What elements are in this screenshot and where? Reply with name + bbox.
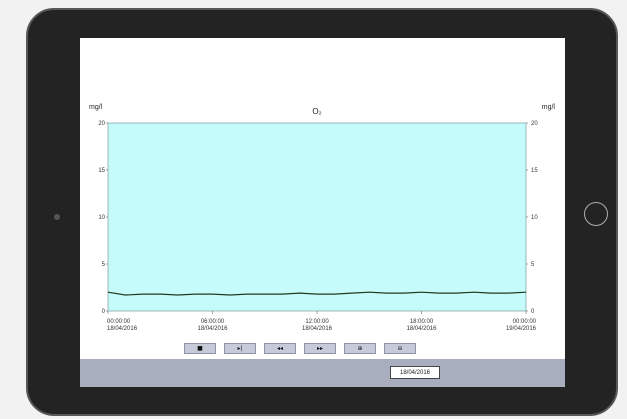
o2-series-line <box>107 291 527 296</box>
fast-forward-button[interactable]: ▸▸ <box>304 343 336 354</box>
footer-bar: 18/04/2016 <box>80 359 565 387</box>
step-forward-button[interactable]: ▸| <box>224 343 256 354</box>
y-tick-label-right: 20 <box>531 121 538 127</box>
x-tick-time-label: 00:00:00 <box>107 319 131 325</box>
camera-icon <box>54 214 60 220</box>
playback-controls: ■ ▸| ◂◂ ▸▸ ⊕ ⊖ <box>184 343 416 354</box>
y-tick-label-left: 15 <box>98 168 105 174</box>
x-tick-time-label: 06:00:00 <box>201 319 225 325</box>
y-unit-left: mg/l <box>89 104 103 111</box>
y-tick-label-left: 20 <box>98 121 105 127</box>
rewind-button[interactable]: ◂◂ <box>264 343 296 354</box>
y-tick-label-right: 0 <box>531 309 535 315</box>
tablet-screen: O₂ mg/l mg/l 0 5 10 15 20 0 5 10 15 20 00:00:00 1… <box>80 38 565 387</box>
x-tick-time-label: 18:00:00 <box>410 319 434 325</box>
home-button[interactable] <box>584 202 608 226</box>
y-tick-label-left: 0 <box>102 309 106 315</box>
date-field[interactable]: 18/04/2016 <box>390 366 440 379</box>
y-tick-label-right: 10 <box>531 215 538 221</box>
zoom-out-icon: ⊖ <box>397 344 403 352</box>
y-tick-label-right: 15 <box>531 168 538 174</box>
y-tick-label-left: 10 <box>98 215 105 221</box>
x-tick-date-label: 18/04/2016 <box>302 326 333 332</box>
zoom-in-icon: ⊕ <box>357 344 363 352</box>
x-tick-time-label: 12:00:00 <box>305 319 329 325</box>
step-forward-icon: ▸| <box>237 344 243 352</box>
x-tick-date-label: 18/04/2016 <box>406 326 437 332</box>
y-unit-right: mg/l <box>542 104 556 111</box>
rewind-icon: ◂◂ <box>276 344 284 352</box>
x-tick-date-label: 18/04/2016 <box>197 326 228 332</box>
stop-icon: ■ <box>197 344 203 352</box>
zoom-out-button[interactable]: ⊖ <box>384 343 416 354</box>
stop-button[interactable]: ■ <box>184 343 216 354</box>
plot-area <box>107 122 527 312</box>
fast-forward-icon: ▸▸ <box>316 344 324 352</box>
chart-title: O₂ <box>312 107 321 116</box>
x-tick-time-label: 00:00:00 <box>513 319 537 325</box>
y-tick-label-right: 5 <box>531 262 535 268</box>
x-tick-date-label: 19/04/2016 <box>506 326 537 332</box>
zoom-in-button[interactable]: ⊕ <box>344 343 376 354</box>
y-tick-label-left: 5 <box>102 262 106 268</box>
x-tick-date-label: 18/04/2016 <box>107 326 138 332</box>
